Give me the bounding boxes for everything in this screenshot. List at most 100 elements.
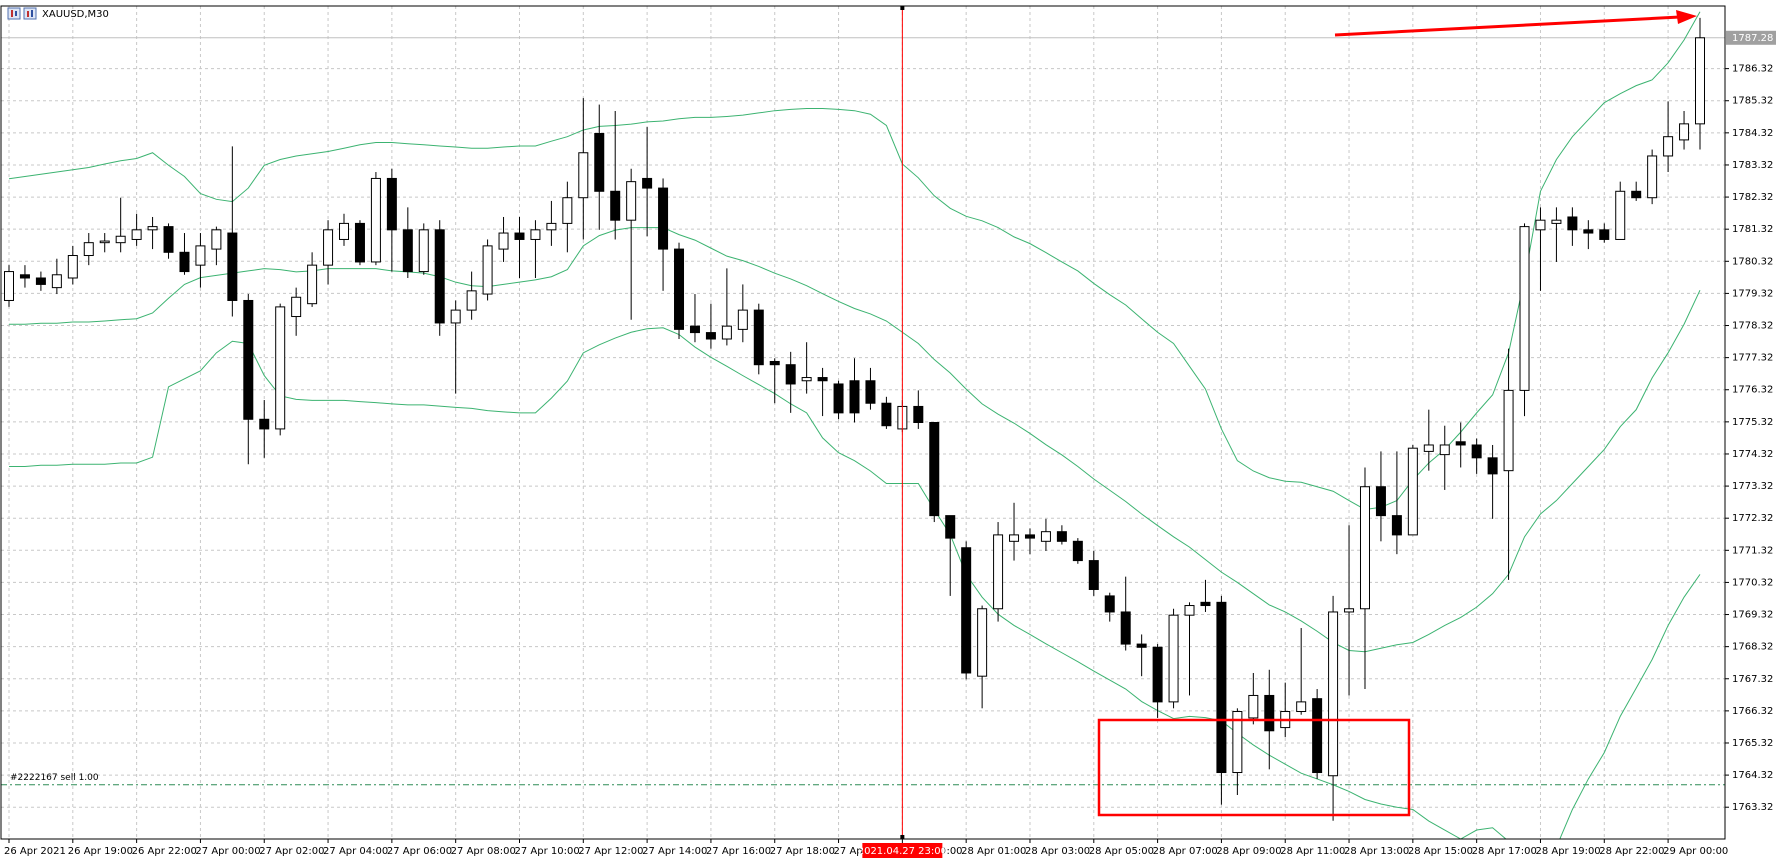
candle-body [1663, 136, 1674, 157]
candle-body [4, 271, 14, 301]
band-line [8, 11, 1701, 511]
band-line [9, 327, 1701, 839]
x-tick-label: 28 Apr 15:00 [1408, 846, 1473, 857]
y-tick-label: 1779.32 [1732, 288, 1773, 299]
candle-body [115, 235, 126, 244]
y-tick-label: 1775.32 [1732, 417, 1773, 428]
candle-body [323, 229, 334, 266]
candle-body [1232, 711, 1243, 774]
y-tick-label: 1773.32 [1732, 481, 1773, 492]
candle-body [482, 245, 493, 295]
y-tick-label: 1771.32 [1732, 545, 1773, 556]
candle-body [1328, 611, 1339, 777]
x-tick-label: 28 Apr 19:00 [1535, 846, 1600, 857]
axis-layer: 1763.32 1764.32 1765.32 1766.32 1767.32 1768.… [4, 30, 1776, 857]
candle-body [243, 299, 254, 420]
y-tick-label: 1785.32 [1732, 96, 1773, 107]
candle-body [1344, 608, 1355, 613]
y-tick-label: 1780.32 [1732, 256, 1773, 267]
x-tick-label: 27 Apr 06:00 [387, 846, 452, 857]
y-tick-label: 1786.32 [1732, 64, 1773, 75]
x-tick-label: 27 Apr 16:00 [706, 846, 771, 857]
candle-body [402, 229, 413, 273]
x-tick-label: 26 Apr 22:00 [132, 846, 197, 857]
candle-body [1535, 219, 1546, 231]
candle-body [370, 177, 381, 263]
candle-body [1375, 486, 1386, 517]
candle-body [179, 251, 190, 273]
candle-body [546, 222, 557, 231]
order-line-label: #2222167 sell 1.00 [10, 773, 99, 783]
x-tick-label: 26 Apr 2021 [4, 846, 66, 857]
candle-body [801, 377, 812, 382]
candle-body [993, 534, 1004, 610]
plot-border [0, 5, 1726, 840]
y-tick-label: 1783.32 [1732, 160, 1773, 171]
candle-body [1184, 605, 1195, 616]
x-tick-label: 27 Apr 18:00 [770, 846, 835, 857]
x-tick-label: 27 Apr 02:00 [259, 846, 324, 857]
y-tick-label: 1782.32 [1732, 192, 1773, 203]
candle-body [530, 229, 541, 240]
x-tick-label: 27 Apr 00:00 [195, 846, 260, 857]
candle-body [817, 377, 828, 382]
candle-body [35, 277, 46, 285]
x-tick-label: 27 Apr 04:00 [323, 846, 388, 857]
candle-body [498, 232, 509, 250]
candle-body [466, 290, 477, 311]
band-line [9, 227, 1701, 653]
candle-body [1583, 229, 1594, 234]
x-tick-label: 27 Apr 10:00 [514, 846, 579, 857]
candle-body [1264, 694, 1275, 732]
candle-body [642, 177, 653, 189]
price-box-label: 1787.28 [1732, 33, 1773, 44]
y-tick-label: 1770.32 [1732, 577, 1773, 588]
candle-body [386, 177, 397, 231]
candle-body [769, 360, 780, 366]
candle-body [1104, 595, 1115, 613]
y-tick-label: 1764.32 [1732, 770, 1773, 781]
x-tick-label: 26 Apr 19:00 [68, 846, 133, 857]
candle-body [1248, 694, 1259, 719]
x-tick-label: 29 Apr 00:00 [1663, 846, 1728, 857]
candle-body [434, 229, 445, 324]
candle-body [1487, 457, 1498, 475]
candle-body [1200, 601, 1211, 607]
x-tick-label: 28 Apr 17:00 [1472, 846, 1537, 857]
y-tick-label: 1778.32 [1732, 321, 1773, 332]
candle-body [1631, 190, 1642, 199]
candle-body [291, 296, 302, 318]
candle-body [307, 264, 318, 305]
candle-body [833, 383, 844, 414]
candle-body [1567, 216, 1578, 231]
y-tick-label: 1774.32 [1732, 449, 1773, 460]
candle-body [1088, 560, 1099, 590]
x-tick-label: 28 Apr 13:00 [1344, 846, 1409, 857]
candle-body [865, 380, 876, 404]
candle-body [418, 229, 429, 273]
candle-body [1647, 155, 1658, 199]
crosshair-handle [900, 835, 905, 839]
candle-body [67, 255, 78, 279]
y-tick-label: 1784.32 [1732, 128, 1773, 139]
grid-layer [1, 6, 1725, 839]
crosshair-label-box [862, 843, 943, 858]
candle-body [450, 309, 461, 324]
y-tick-label: 1772.32 [1732, 513, 1773, 524]
candle-body [1391, 515, 1402, 536]
candle-body [1423, 444, 1434, 452]
crosshair-label: 2021.04.27 23:00 [858, 846, 947, 857]
candle-body [626, 181, 637, 221]
x-tick-label: 28 Apr 11:00 [1280, 846, 1345, 857]
y-tick-label: 1767.32 [1732, 674, 1773, 685]
candle-body [945, 515, 956, 539]
x-tick-label: 27 Apr 12:00 [578, 846, 643, 857]
candle-body [147, 226, 158, 231]
candle-body [881, 402, 892, 427]
candle-body [259, 418, 270, 430]
y-tick-label: 1768.32 [1732, 642, 1773, 653]
candle-body [1439, 444, 1450, 456]
candle-body [99, 240, 110, 244]
candle-body [578, 152, 589, 199]
